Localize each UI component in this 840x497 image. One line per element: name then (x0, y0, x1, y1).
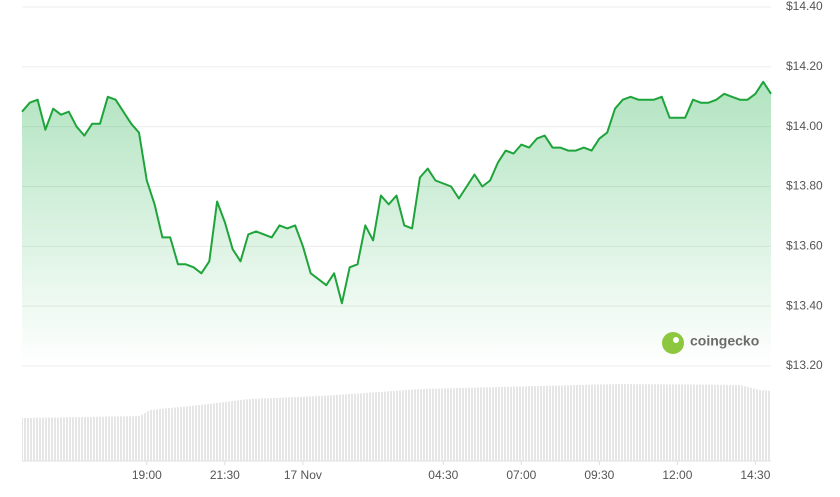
x-tick-label: 17 Nov (284, 468, 322, 482)
x-tick-label: 21:30 (210, 468, 240, 482)
price-area (22, 81, 771, 367)
y-tick-label: $13.80 (786, 179, 823, 193)
y-tick-label: $13.60 (786, 239, 823, 253)
x-tick-label: 09:30 (584, 468, 614, 482)
y-tick-label: $14.40 (786, 0, 823, 13)
watermark: coingecko (662, 332, 759, 354)
watermark-logo-eye (673, 337, 679, 343)
price-line (21, 80, 772, 305)
x-tick-label: 19:00 (132, 468, 162, 482)
x-tick-label: 14:30 (740, 468, 770, 482)
y-tick-label: $13.40 (786, 298, 823, 312)
watermark-text: coingecko (690, 333, 759, 349)
y-tick-label: $14.00 (786, 119, 823, 133)
y-tick-label: $13.20 (786, 358, 823, 372)
x-tick-label: 12:00 (662, 468, 692, 482)
watermark-logo (662, 332, 684, 354)
x-tick-label: 04:30 (428, 468, 458, 482)
y-tick-label: $14.20 (786, 59, 823, 73)
volume-bars (22, 384, 771, 461)
x-tick-label: 07:00 (506, 468, 536, 482)
